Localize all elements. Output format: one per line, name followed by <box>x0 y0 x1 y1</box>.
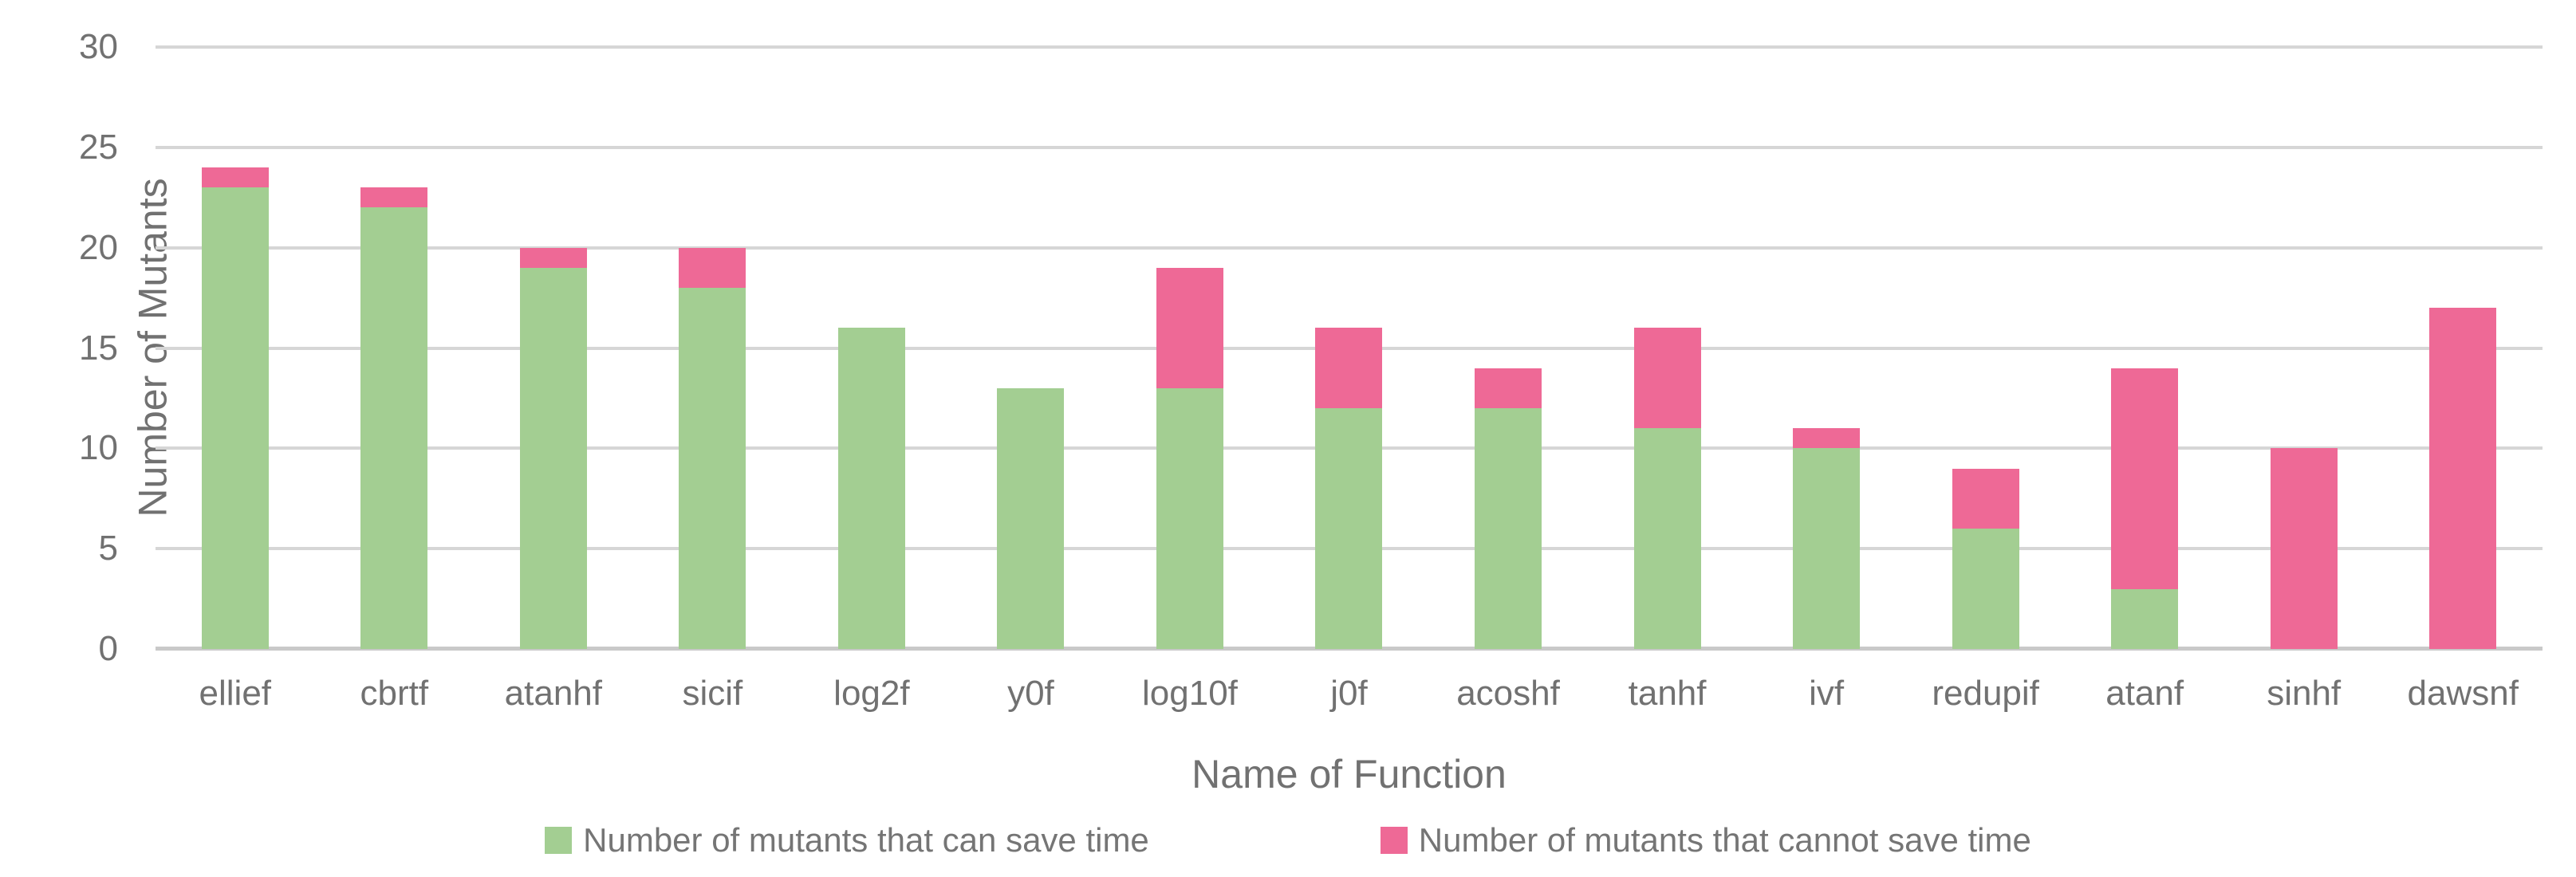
bar-slot-atanhf <box>474 47 633 649</box>
bar-sinhf <box>2270 47 2338 649</box>
bar-j0f <box>1315 47 1383 649</box>
x-tick-label-y0f: y0f <box>1007 674 1054 713</box>
bar-segment-sicif-series-0 <box>679 288 746 649</box>
bar-slot-redupif <box>1906 47 2066 649</box>
x-tick-label-atanf: atanf <box>2105 674 2184 713</box>
bar-segment-ivf-series-0 <box>1793 448 1861 649</box>
bar-y0f <box>997 47 1065 649</box>
bar-segment-ellief-series-1 <box>201 167 269 188</box>
y-axis-tick-labels: 0 5 10 15 20 25 30 <box>0 27 118 668</box>
chart-legend: Number of mutants that can save time Numb… <box>0 821 2576 859</box>
x-tick-label-dawsnf: dawsnf <box>2407 674 2519 713</box>
bar-segment-dawsnf-series-1 <box>2429 308 2497 649</box>
legend-item-0: Number of mutants that can save time <box>545 821 1149 859</box>
bar-ellief <box>201 47 269 649</box>
bar-slot-ivf <box>1747 47 1906 649</box>
bar-segment-acoshf-series-0 <box>1475 408 1542 649</box>
bar-dawsnf <box>2429 47 2497 649</box>
y-tick-label-10: 10 <box>79 428 118 468</box>
y-tick-label-5: 5 <box>98 529 118 568</box>
legend-label: Number of mutants that cannot save time <box>1418 821 2031 859</box>
x-tick-label-j0f: j0f <box>1330 674 1368 713</box>
bar-segment-atanf-series-0 <box>2111 588 2179 649</box>
bar-segment-atanhf-series-1 <box>519 247 587 268</box>
bar-segment-cbrtf-series-0 <box>360 207 428 649</box>
bar-ivf <box>1793 47 1861 649</box>
legend-item-1: Number of mutants that cannot save time <box>1380 821 2031 859</box>
bar-slot-cbrtf <box>315 47 475 649</box>
bar-slot-log10f <box>1110 47 1270 649</box>
bar-segment-log10f-series-1 <box>1156 267 1223 388</box>
x-axis-tick-labels: ellief cbrtf atanhf sicif log2f y0f log10f j0f a… <box>156 670 2543 718</box>
bar-slot-y0f <box>951 47 1111 649</box>
bar-slot-log2f <box>792 47 951 649</box>
bar-segment-log2f-series-0 <box>837 328 905 649</box>
bar-segment-redupif-series-1 <box>1952 468 2019 529</box>
x-tick-label-acoshf: acoshf <box>1456 674 1560 713</box>
bar-segment-cbrtf-series-1 <box>360 187 428 208</box>
bar-redupif <box>1952 47 2019 649</box>
bar-slot-ellief <box>156 47 315 649</box>
bar-segment-redupif-series-0 <box>1952 529 2019 649</box>
bar-slot-atanf <box>2065 47 2224 649</box>
bar-segment-ellief-series-0 <box>201 187 269 649</box>
x-tick-label-tanhf: tanhf <box>1628 674 1707 713</box>
bar-slot-j0f <box>1270 47 1429 649</box>
bar-acoshf <box>1475 47 1542 649</box>
bar-log10f <box>1156 47 1223 649</box>
x-tick-label-atanhf: atanhf <box>504 674 602 713</box>
bar-cbrtf <box>360 47 428 649</box>
bar-log2f <box>837 47 905 649</box>
y-tick-label-15: 15 <box>79 328 118 368</box>
bar-segment-j0f-series-1 <box>1315 328 1383 408</box>
bar-segment-j0f-series-0 <box>1315 408 1383 649</box>
bar-slot-sicif <box>633 47 793 649</box>
y-tick-label-0: 0 <box>98 629 118 668</box>
gridline-y-25 <box>156 145 2543 149</box>
x-tick-label-ivf: ivf <box>1809 674 1845 713</box>
legend-swatch-icon <box>545 827 573 854</box>
bar-segment-y0f-series-0 <box>997 387 1065 649</box>
y-tick-label-20: 20 <box>79 227 118 267</box>
x-tick-label-log2f: log2f <box>833 674 910 713</box>
bar-segment-sinhf-series-1 <box>2270 448 2338 649</box>
x-tick-label-redupif: redupif <box>1932 674 2039 713</box>
bar-slot-sinhf <box>2224 47 2384 649</box>
bar-slot-tanhf <box>1588 47 1747 649</box>
bar-slot-dawsnf <box>2383 47 2543 649</box>
x-tick-label-ellief: ellief <box>199 674 272 713</box>
bar-segment-atanhf-series-0 <box>519 267 587 649</box>
legend-swatch-icon <box>1380 827 1408 854</box>
bar-slot-acoshf <box>1428 47 1588 649</box>
y-tick-label-25: 25 <box>79 127 118 167</box>
bar-segment-ivf-series-1 <box>1793 428 1861 449</box>
x-tick-label-cbrtf: cbrtf <box>360 674 429 713</box>
bar-atanf <box>2111 47 2179 649</box>
bar-segment-sicif-series-1 <box>679 247 746 288</box>
bar-segment-tanhf-series-1 <box>1633 328 1701 429</box>
gridline-y-20 <box>156 246 2543 250</box>
bar-atanhf <box>519 47 587 649</box>
x-axis-title: Name of Function <box>1191 752 1507 796</box>
bar-segment-log10f-series-0 <box>1156 387 1223 649</box>
legend-label: Number of mutants that can save time <box>583 821 1149 859</box>
gridline-y-30 <box>156 45 2543 49</box>
bar-segment-acoshf-series-1 <box>1475 368 1542 408</box>
x-tick-label-sinhf: sinhf <box>2267 674 2342 713</box>
bar-sicif <box>679 47 746 649</box>
x-tick-label-log10f: log10f <box>1142 674 1238 713</box>
bar-tanhf <box>1633 47 1701 649</box>
bar-segment-tanhf-series-0 <box>1633 428 1701 649</box>
x-tick-label-sicif: sicif <box>682 674 743 713</box>
y-tick-label-30: 30 <box>79 27 118 66</box>
bar-segment-atanf-series-1 <box>2111 368 2179 589</box>
plot-area <box>156 45 2543 651</box>
